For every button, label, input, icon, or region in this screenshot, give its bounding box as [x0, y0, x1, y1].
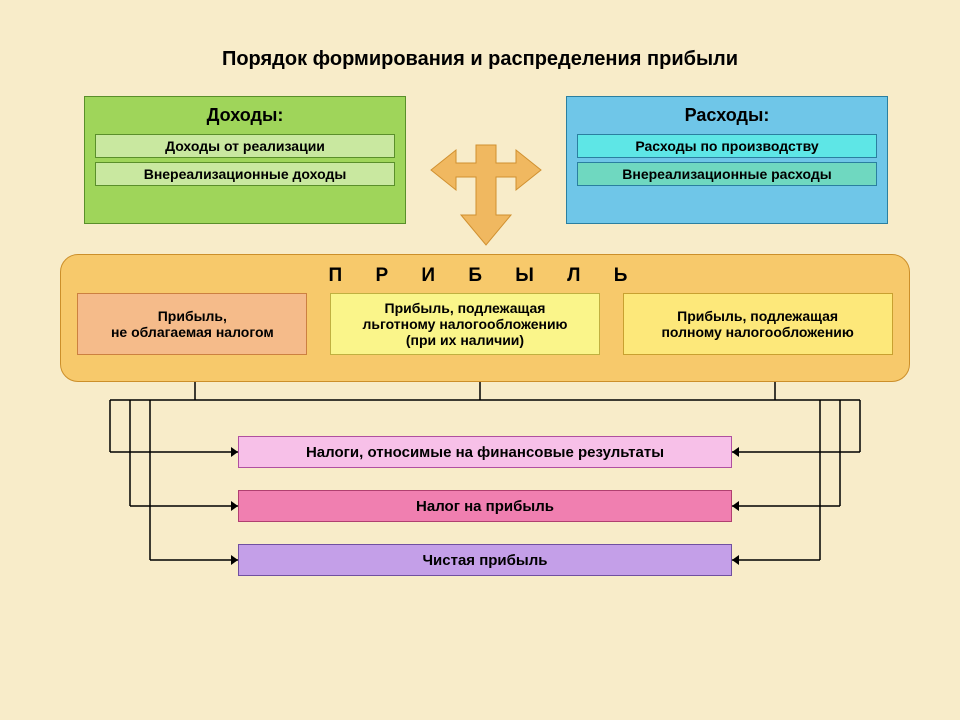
profit-cell-text: Прибыль, подлежащая полному налогообложе… — [661, 308, 853, 340]
profit-cell-text: Прибыль, не облагаемая налогом — [111, 308, 274, 340]
expenses-header: Расходы: — [567, 97, 887, 130]
flow-box-net-profit: Чистая прибыль — [238, 544, 732, 576]
page-title: Порядок формирования и распределения при… — [0, 48, 960, 71]
profit-cell-nontaxable: Прибыль, не облагаемая налогом — [77, 293, 307, 355]
profit-panel: П Р И Б Ы Л Ь Прибыль, не облагаемая нал… — [60, 254, 910, 382]
flow-box-text: Налоги, относимые на финансовые результа… — [306, 444, 664, 461]
profit-cell-text: Прибыль, подлежащая льготному налогообло… — [362, 300, 567, 348]
profit-cell-full-tax: Прибыль, подлежащая полному налогообложе… — [623, 293, 893, 355]
profit-title: П Р И Б Ы Л Ь — [61, 255, 909, 293]
flow-box-taxes-financial: Налоги, относимые на финансовые результа… — [238, 436, 732, 468]
profit-cell-reduced-tax: Прибыль, подлежащая льготному налогообло… — [330, 293, 600, 355]
expenses-item: Внереализационные расходы — [577, 162, 877, 186]
income-header: Доходы: — [85, 97, 405, 130]
expenses-item: Расходы по производству — [577, 134, 877, 158]
expenses-panel: Расходы: Расходы по производству Внереал… — [566, 96, 888, 224]
income-item: Внереализационные доходы — [95, 162, 395, 186]
flow-box-text: Чистая прибыль — [423, 552, 548, 569]
flow-box-profit-tax: Налог на прибыль — [238, 490, 732, 522]
merge-arrow-icon — [416, 130, 556, 250]
income-item: Доходы от реализации — [95, 134, 395, 158]
flow-box-text: Налог на прибыль — [416, 498, 554, 515]
income-panel: Доходы: Доходы от реализации Внереализац… — [84, 96, 406, 224]
